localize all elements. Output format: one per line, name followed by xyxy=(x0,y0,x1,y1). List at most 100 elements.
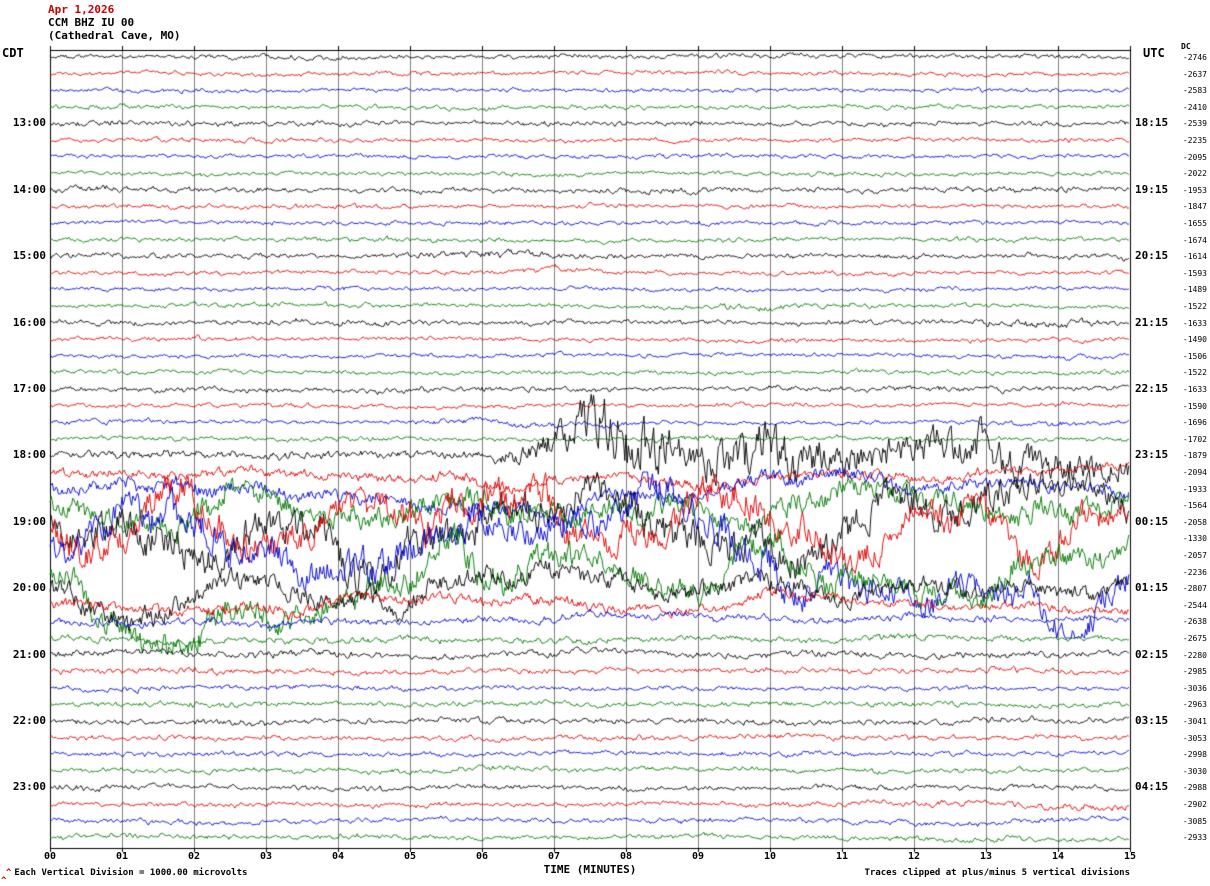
dc-offset-value: -2236 xyxy=(1182,567,1207,577)
dc-offset-value: -3030 xyxy=(1182,766,1207,776)
dc-offset-value: -1590 xyxy=(1182,401,1207,411)
dc-offset-value: -2998 xyxy=(1182,750,1207,760)
x-axis-tick-label: 02 xyxy=(187,851,201,862)
left-hour-label: 15:00 xyxy=(12,249,46,263)
dc-column-header: DC xyxy=(1181,42,1191,51)
x-axis-tick-label: 01 xyxy=(115,851,129,862)
dc-offset-value: -1490 xyxy=(1182,335,1207,345)
left-hour-label: 17:00 xyxy=(12,382,46,395)
x-axis-tick-label: 13 xyxy=(979,851,993,862)
right-hour-label: 00:15 xyxy=(1135,514,1169,528)
x-axis-tick-label: 07 xyxy=(547,851,561,862)
x-axis-title: TIME (MINUTES) xyxy=(543,863,637,876)
dc-offset-value: -1953 xyxy=(1182,185,1207,195)
left-hour-label: 22:00 xyxy=(12,714,46,727)
dc-offset-value: -1522 xyxy=(1182,368,1207,378)
dc-offset-value: -2963 xyxy=(1182,700,1207,710)
right-hour-label: 19:15 xyxy=(1135,182,1169,196)
right-hour-label: 22:15 xyxy=(1135,382,1169,395)
x-axis-tick-label: 12 xyxy=(907,851,921,862)
timezone-right-label: UTC xyxy=(1143,46,1165,60)
division-note: ^ Each Vertical Division = 1000.00 microv… xyxy=(6,868,247,878)
left-hour-label: 20:00 xyxy=(12,581,46,595)
x-axis-tick-label: 04 xyxy=(331,851,345,862)
dc-offset-value: -2280 xyxy=(1182,650,1207,660)
dc-offset-value: -2675 xyxy=(1182,634,1207,643)
station-label: CCM BHZ IU 00 xyxy=(48,16,135,29)
dc-offset-value: -2094 xyxy=(1182,468,1207,477)
dc-offset-value: -1674 xyxy=(1182,235,1207,245)
dc-offset-value: -1614 xyxy=(1182,252,1207,262)
dc-offset-value: -1655 xyxy=(1182,219,1207,228)
dc-offset-value: -1489 xyxy=(1182,285,1207,295)
location-label: (Cathedral Cave, MO) xyxy=(48,29,181,42)
dc-offset-value: -3041 xyxy=(1182,717,1207,726)
x-axis-tick-label: 10 xyxy=(763,851,777,862)
dc-offset-value: -2022 xyxy=(1182,169,1207,179)
right-hour-label: 18:15 xyxy=(1135,116,1169,130)
right-hour-label: 21:15 xyxy=(1135,315,1169,329)
dc-offset-value: -1506 xyxy=(1182,351,1207,361)
dc-offset-value: -1696 xyxy=(1182,418,1207,428)
left-hour-label: 16:00 xyxy=(12,315,46,329)
x-axis-tick-label: 06 xyxy=(475,851,489,862)
left-hour-label: 19:00 xyxy=(12,514,46,528)
dc-offset-value: -1879 xyxy=(1182,451,1207,461)
dc-offset-value: -2746 xyxy=(1182,53,1207,62)
dc-offset-value: -2095 xyxy=(1182,152,1207,162)
dc-offset-value: -2539 xyxy=(1182,119,1207,129)
x-axis-tick-label: 15 xyxy=(1123,851,1137,862)
right-hour-label: 20:15 xyxy=(1135,249,1169,263)
dc-offset-value: -1522 xyxy=(1182,302,1207,311)
dc-offset-value: -2988 xyxy=(1182,783,1207,793)
dc-offset-value: -2544 xyxy=(1182,600,1207,610)
dc-offset-value: -2057 xyxy=(1182,551,1207,560)
x-axis-tick-label: 09 xyxy=(691,851,705,862)
right-hour-label: 02:15 xyxy=(1135,647,1169,661)
dc-offset-value: -3053 xyxy=(1182,733,1207,743)
right-hour-label: 23:15 xyxy=(1135,448,1169,462)
dc-offset-value: -2807 xyxy=(1182,584,1207,594)
x-axis-tick-label: 11 xyxy=(835,851,849,862)
dc-offset-value: -3085 xyxy=(1182,816,1207,826)
dc-offset-value: -2933 xyxy=(1182,833,1207,843)
date-label: Apr 1,2026 xyxy=(48,3,115,16)
dc-offset-value: -2638 xyxy=(1182,617,1207,627)
dc-offset-value: -2058 xyxy=(1182,517,1207,527)
dc-offset-value: -2235 xyxy=(1182,136,1207,145)
dc-offset-value: -3036 xyxy=(1182,683,1207,693)
left-hour-label: 14:00 xyxy=(12,182,46,196)
dc-offset-value: -1330 xyxy=(1182,534,1207,544)
left-hour-label: 13:00 xyxy=(12,116,46,130)
corner-red-mark-icon: ^ xyxy=(1,876,7,886)
x-axis-tick-label: 08 xyxy=(619,851,633,862)
dc-offset-value: -2985 xyxy=(1182,667,1207,677)
header-block: Apr 1,2026 CCM BHZ IU 00 (Cathedral Cave… xyxy=(48,3,180,42)
right-hour-label: 03:15 xyxy=(1135,714,1169,727)
x-axis-tick-label: 14 xyxy=(1051,851,1065,862)
dc-offset-value: -2902 xyxy=(1182,800,1207,809)
dc-offset-value: -1847 xyxy=(1182,202,1207,212)
dc-offset-value: -1633 xyxy=(1182,385,1207,394)
left-hour-label: 21:00 xyxy=(12,647,46,661)
timezone-left-label: CDT xyxy=(2,46,24,60)
dc-offset-value: -2410 xyxy=(1182,102,1207,112)
x-axis-tick-label: 05 xyxy=(403,851,417,862)
dc-offset-value: -1933 xyxy=(1182,484,1207,494)
x-axis-tick-label: 03 xyxy=(259,851,273,862)
dc-offset-value: -2583 xyxy=(1182,86,1207,96)
x-axis-tick-label: 00 xyxy=(43,851,57,862)
division-note-text: Each Vertical Division = 1000.00 microvo… xyxy=(14,868,248,878)
dc-offset-value: -2637 xyxy=(1182,69,1207,79)
right-hour-label: 01:15 xyxy=(1135,581,1169,595)
red-caret-icon: ^ xyxy=(6,868,12,878)
dc-offset-value: -1702 xyxy=(1182,434,1207,444)
left-hour-label: 18:00 xyxy=(12,448,46,462)
right-hour-label: 04:15 xyxy=(1135,780,1169,794)
dc-offset-value: -1633 xyxy=(1182,318,1207,328)
dc-offset-value: -1564 xyxy=(1182,501,1207,511)
clip-note: Traces clipped at plus/minus 5 vertical … xyxy=(864,868,1130,878)
left-hour-label: 23:00 xyxy=(12,780,46,794)
